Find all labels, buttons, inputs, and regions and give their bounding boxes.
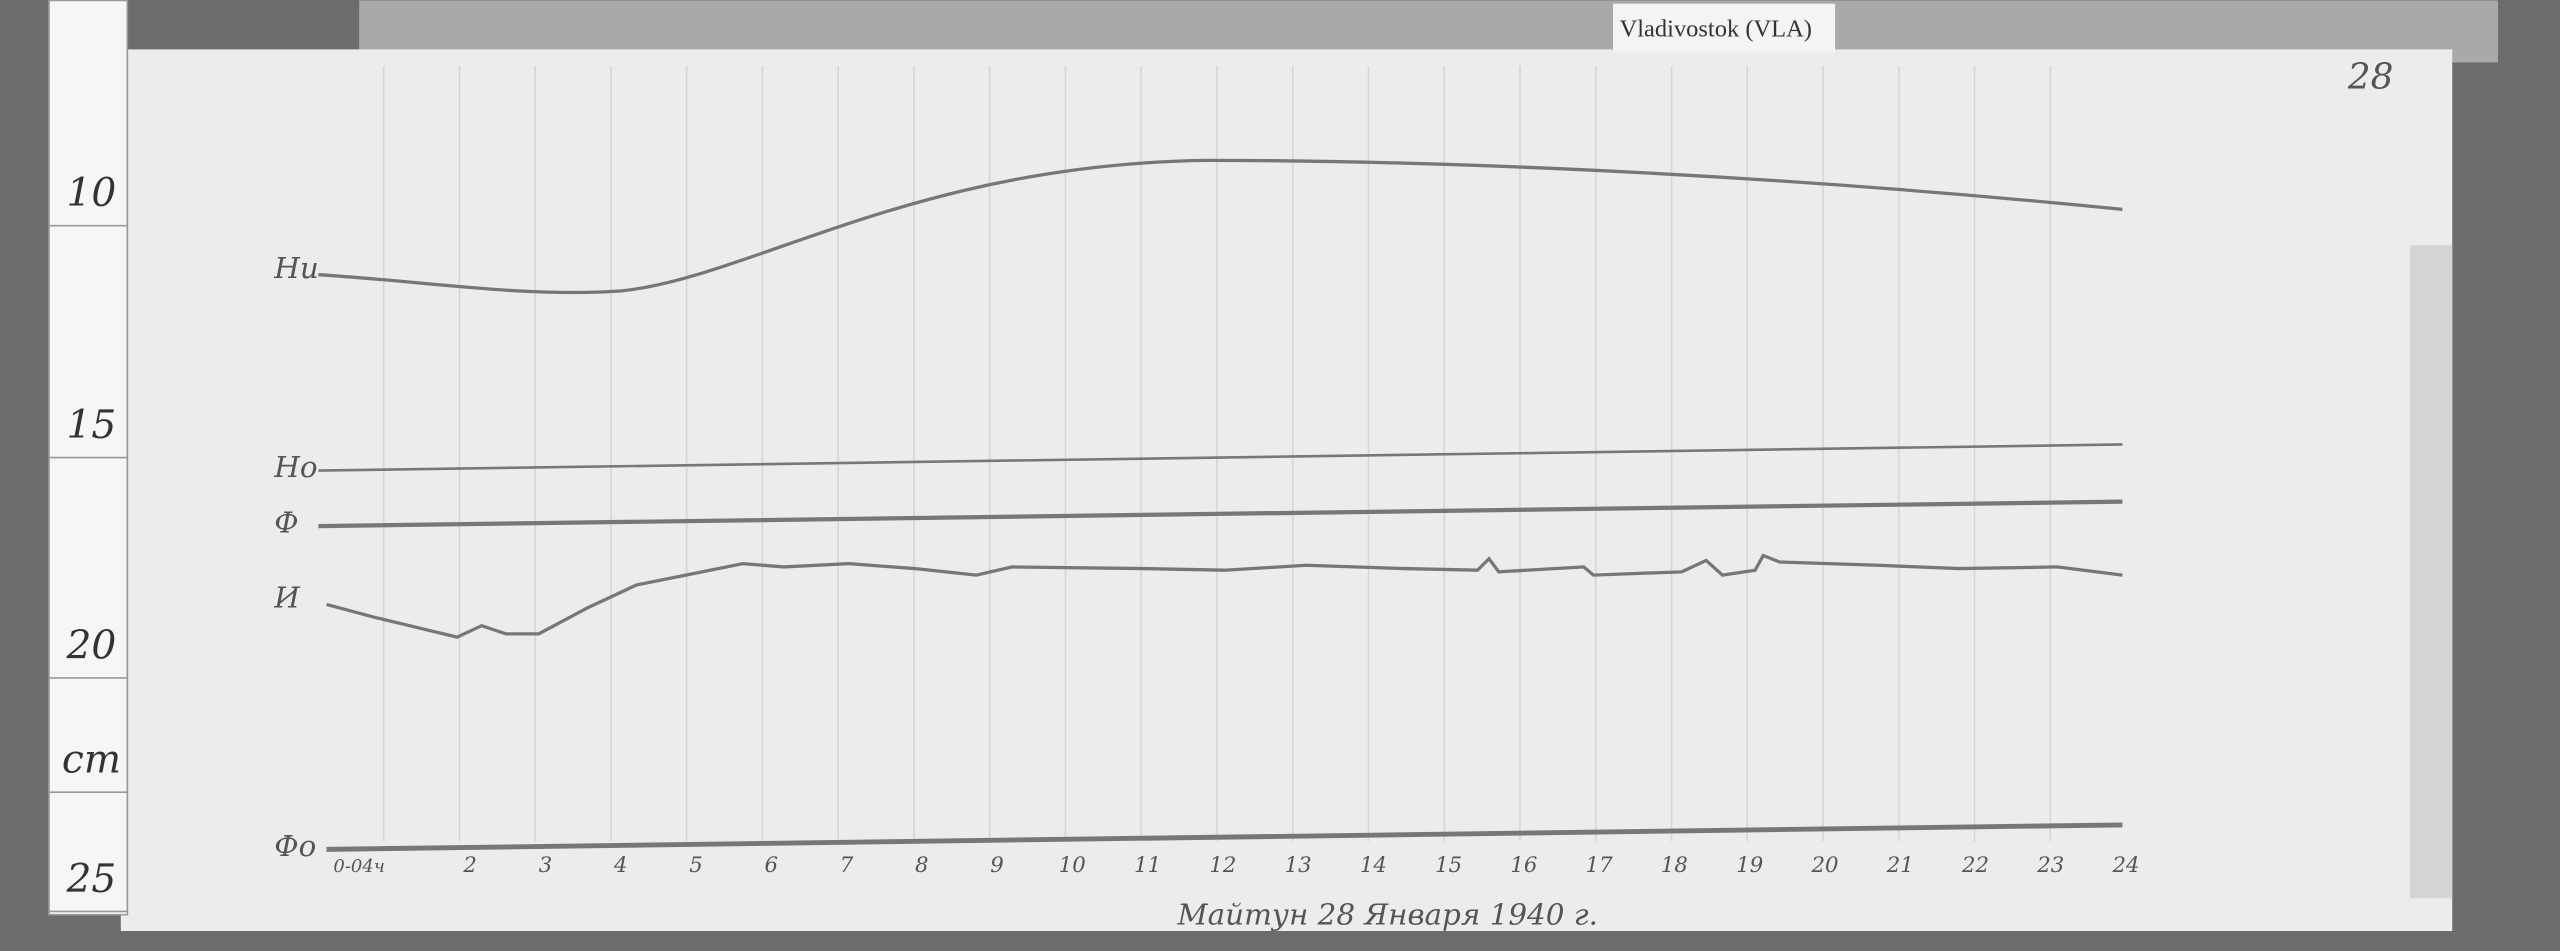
ruler-label: 15 — [66, 403, 116, 448]
hour-label: 21 — [1886, 853, 1914, 878]
station-tag: Vladivostok (VLA) — [1620, 15, 1812, 42]
hour-label: 13 — [1285, 853, 1312, 878]
tag-box — [1613, 3, 1836, 53]
hour-label: 9 — [990, 853, 1004, 878]
hour-label: 7 — [840, 853, 854, 878]
hour-labels: 0-04ч 2 3 4 5 6 7 8 9 10 11 12 13 14 15 16 17 18 19 20 21 22 2… — [333, 853, 2139, 878]
hour-label: 11 — [1134, 853, 1161, 878]
hour-label: 5 — [689, 853, 703, 878]
trace-f — [318, 499, 2123, 529]
trace-h — [318, 158, 2123, 295]
ruler-label: 25 — [65, 857, 116, 902]
hour-label: 2 — [462, 853, 477, 878]
caption: Майтун 28 Января 1940 г. — [1177, 897, 1598, 931]
trace-i — [326, 553, 2123, 639]
traces — [318, 158, 2123, 852]
hour-label: 22 — [1961, 853, 1989, 878]
page-number: 28 — [2347, 57, 2394, 98]
ruler-label: 10 — [66, 171, 116, 216]
hour-label: 20 — [1810, 853, 1838, 878]
hour-label: 10 — [1059, 853, 1086, 878]
hour-label: 12 — [1209, 853, 1236, 878]
trace-label: И — [273, 581, 301, 615]
paper-edge — [2409, 245, 2453, 899]
hour-label: 4 — [613, 853, 628, 878]
hour-label: 6 — [765, 853, 779, 878]
hour-label: 19 — [1736, 853, 1763, 878]
hour-label: 18 — [1661, 853, 1688, 878]
hour-label: 17 — [1586, 853, 1614, 878]
trace-labels: Hи Ho Ф И Фо — [273, 251, 319, 863]
ruler-label: cm — [62, 738, 121, 783]
hour-label: 24 — [2112, 853, 2140, 878]
trace-ho — [318, 443, 2123, 472]
hour-label: 23 — [2036, 853, 2064, 878]
trace-label: Ф — [274, 506, 298, 540]
hour-label: 15 — [1435, 853, 1462, 878]
hour-label: 8 — [915, 853, 929, 878]
ruler-labels: 10 15 20 cm 25 — [48, 171, 128, 913]
trace-fo — [326, 822, 2123, 852]
hour-label: 3 — [539, 853, 553, 878]
trace-label: Hи — [273, 251, 319, 285]
trace-label: Фо — [274, 829, 316, 863]
ruler-label: 20 — [65, 623, 116, 668]
hour-label: 0-04ч — [333, 856, 384, 877]
trace-label: Ho — [273, 450, 317, 484]
hour-label: 16 — [1510, 853, 1537, 878]
hour-label: 14 — [1360, 853, 1387, 878]
paper — [120, 49, 2453, 932]
